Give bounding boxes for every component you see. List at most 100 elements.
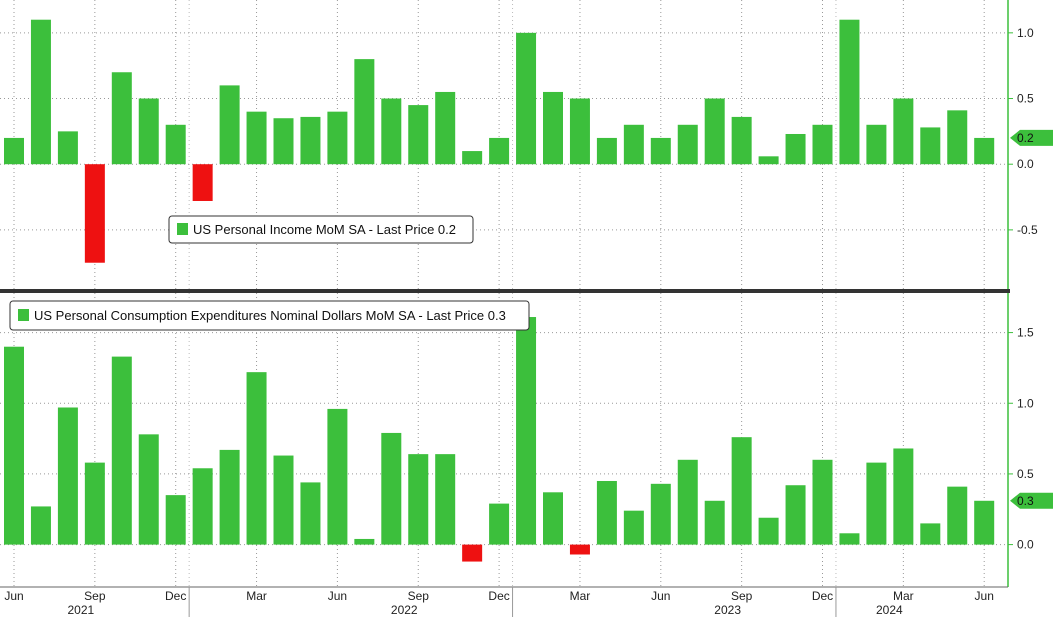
- last-price-label: 0.3: [1017, 494, 1034, 508]
- y-tick-label: 1.0: [1017, 26, 1034, 40]
- bar-may-35: [947, 110, 968, 165]
- bar-mar-21: [569, 544, 590, 555]
- bar-may-11: [300, 116, 321, 165]
- bar-jul-1: [30, 506, 51, 545]
- bar-jul-13: [354, 59, 375, 165]
- bar-jan-19: [516, 32, 537, 165]
- bar-may-23: [623, 510, 644, 545]
- legend-income: US Personal Income MoM SA - Last Price 0…: [168, 215, 474, 244]
- x-tick-label: Dec: [488, 589, 509, 603]
- x-tick-label: Jun: [4, 589, 23, 603]
- bar-sep-15: [408, 105, 429, 165]
- bar-dec-6: [165, 124, 186, 165]
- x-year-label: 2022: [391, 603, 418, 617]
- bar-sep-27: [731, 437, 752, 545]
- bar-aug-2: [57, 131, 78, 165]
- x-year-label: 2023: [714, 603, 741, 617]
- bar-jan-7: [192, 468, 213, 545]
- bar-sep-3: [84, 462, 105, 545]
- bar-feb-8: [219, 85, 240, 165]
- x-tick-label: Mar: [246, 589, 267, 603]
- x-tick-label: Sep: [408, 589, 430, 603]
- bar-mar-9: [246, 111, 267, 165]
- bar-oct-28: [758, 156, 779, 165]
- y-tick-label: 0.0: [1017, 538, 1034, 552]
- bar-may-35: [947, 486, 968, 545]
- bar-nov-29: [785, 485, 806, 545]
- bar-apr-10: [273, 455, 294, 545]
- x-axis: Jun Sep Dec Mar Jun Sep Dec Mar Jun Sep Dec Mar Jun 2…: [0, 586, 1008, 617]
- bar-nov-17: [462, 544, 483, 562]
- bar-jun-0: [4, 137, 24, 165]
- last-price-tag: [1010, 492, 1053, 509]
- income-panel: 1.0 0.5 0.0 -0.5 0.2: [0, 0, 1053, 289]
- bar-dec-30: [812, 459, 833, 545]
- last-price-tag: [1010, 129, 1053, 146]
- y-tick-label: 0.0: [1017, 157, 1034, 171]
- bar-nov-5: [138, 98, 159, 165]
- x-tick-label: Sep: [731, 589, 753, 603]
- y-tick-label: 1.0: [1017, 396, 1034, 410]
- legend-swatch: [18, 309, 29, 321]
- legend-pce: US Personal Consumption Expenditures Nom…: [9, 300, 530, 331]
- bar-jun-0: [4, 346, 24, 545]
- bar-jul-25: [677, 459, 698, 545]
- bar-apr-34: [920, 523, 941, 545]
- bar-mar-21: [569, 98, 590, 165]
- bar-dec-30: [812, 124, 833, 165]
- legend-income-text: US Personal Income MoM SA - Last Price 0…: [193, 222, 456, 237]
- bar-jul-13: [354, 538, 375, 545]
- bar-feb-32: [866, 462, 887, 545]
- x-tick-label: Mar: [893, 589, 914, 603]
- bar-jun-36: [974, 500, 995, 545]
- bar-apr-22: [596, 137, 617, 165]
- bar-aug-14: [381, 98, 402, 165]
- legend-swatch: [177, 223, 188, 235]
- bar-sep-27: [731, 116, 752, 165]
- x-tick-label: Sep: [84, 589, 106, 603]
- bar-jul-1: [30, 19, 51, 165]
- bar-may-11: [300, 482, 321, 545]
- bar-nov-5: [138, 434, 159, 545]
- bar-apr-10: [273, 118, 294, 165]
- bar-oct-28: [758, 517, 779, 545]
- bar-jun-24: [650, 483, 671, 545]
- bar-dec-6: [165, 495, 186, 545]
- bar-feb-20: [543, 492, 563, 545]
- bar-oct-16: [435, 454, 456, 545]
- bar-jan-31: [839, 19, 860, 165]
- x-tick-label: Jun: [328, 589, 347, 603]
- bar-aug-2: [57, 407, 78, 545]
- bar-aug-14: [381, 432, 402, 545]
- bar-mar-33: [893, 448, 914, 545]
- bar-oct-4: [111, 72, 132, 165]
- bar-dec-18: [489, 503, 510, 545]
- bar-sep-15: [408, 454, 429, 545]
- bar-oct-4: [111, 356, 132, 545]
- bar-apr-22: [596, 480, 617, 545]
- bar-jan-31: [839, 533, 860, 545]
- bar-feb-20: [543, 91, 563, 165]
- bar-dec-18: [489, 137, 510, 165]
- bar-aug-26: [704, 98, 725, 165]
- bar-mar-33: [893, 98, 914, 165]
- panel-divider: [0, 289, 1010, 293]
- y-tick-label: -0.5: [1017, 223, 1038, 237]
- x-year-label: 2024: [876, 603, 903, 617]
- x-tick-label: Dec: [812, 589, 833, 603]
- x-tick-label: Dec: [165, 589, 186, 603]
- bar-jun-12: [327, 111, 348, 165]
- bar-may-23: [623, 124, 644, 165]
- bar-feb-32: [866, 124, 887, 165]
- bar-jan-7: [192, 164, 213, 201]
- bar-sep-3: [84, 164, 105, 263]
- bar-jan-19: [516, 317, 537, 545]
- x-year-label: 2021: [67, 603, 94, 617]
- y-tick-label: 0.5: [1017, 467, 1034, 481]
- legend-pce-text: US Personal Consumption Expenditures Nom…: [34, 308, 506, 323]
- bar-jul-25: [677, 124, 698, 165]
- y-tick-label: 0.5: [1017, 92, 1034, 106]
- x-tick-label: Jun: [651, 589, 670, 603]
- last-price-label: 0.2: [1017, 131, 1034, 145]
